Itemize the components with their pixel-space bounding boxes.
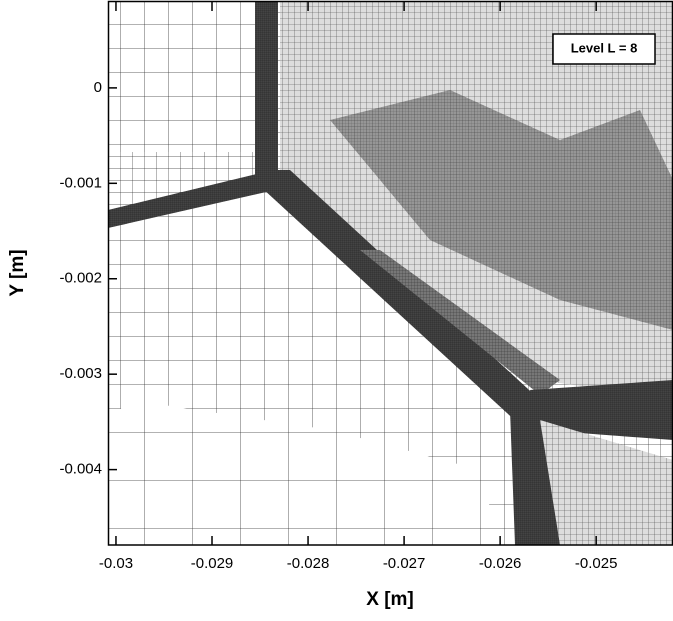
x-tick-label: -0.028 <box>287 555 330 572</box>
y-tick-label: 0 <box>94 79 102 96</box>
x-tick-label: -0.029 <box>191 555 234 572</box>
y-tick-label: -0.001 <box>59 174 102 191</box>
x-tick-label: -0.027 <box>383 555 426 572</box>
x-tick-label: -0.025 <box>575 555 618 572</box>
x-tick-label: -0.026 <box>479 555 522 572</box>
annotation: Level L = 8 <box>571 40 638 55</box>
y-tick-label: -0.004 <box>59 461 102 478</box>
y-axis-title: Y [m] <box>7 249 28 296</box>
x-axis-title: X [m] <box>366 589 414 610</box>
mesh <box>108 2 673 545</box>
y-tick-label: -0.002 <box>59 270 102 287</box>
y-tick-label: -0.003 <box>59 365 102 382</box>
annotation-box <box>552 33 656 65</box>
x-tick-label: -0.03 <box>99 555 133 572</box>
